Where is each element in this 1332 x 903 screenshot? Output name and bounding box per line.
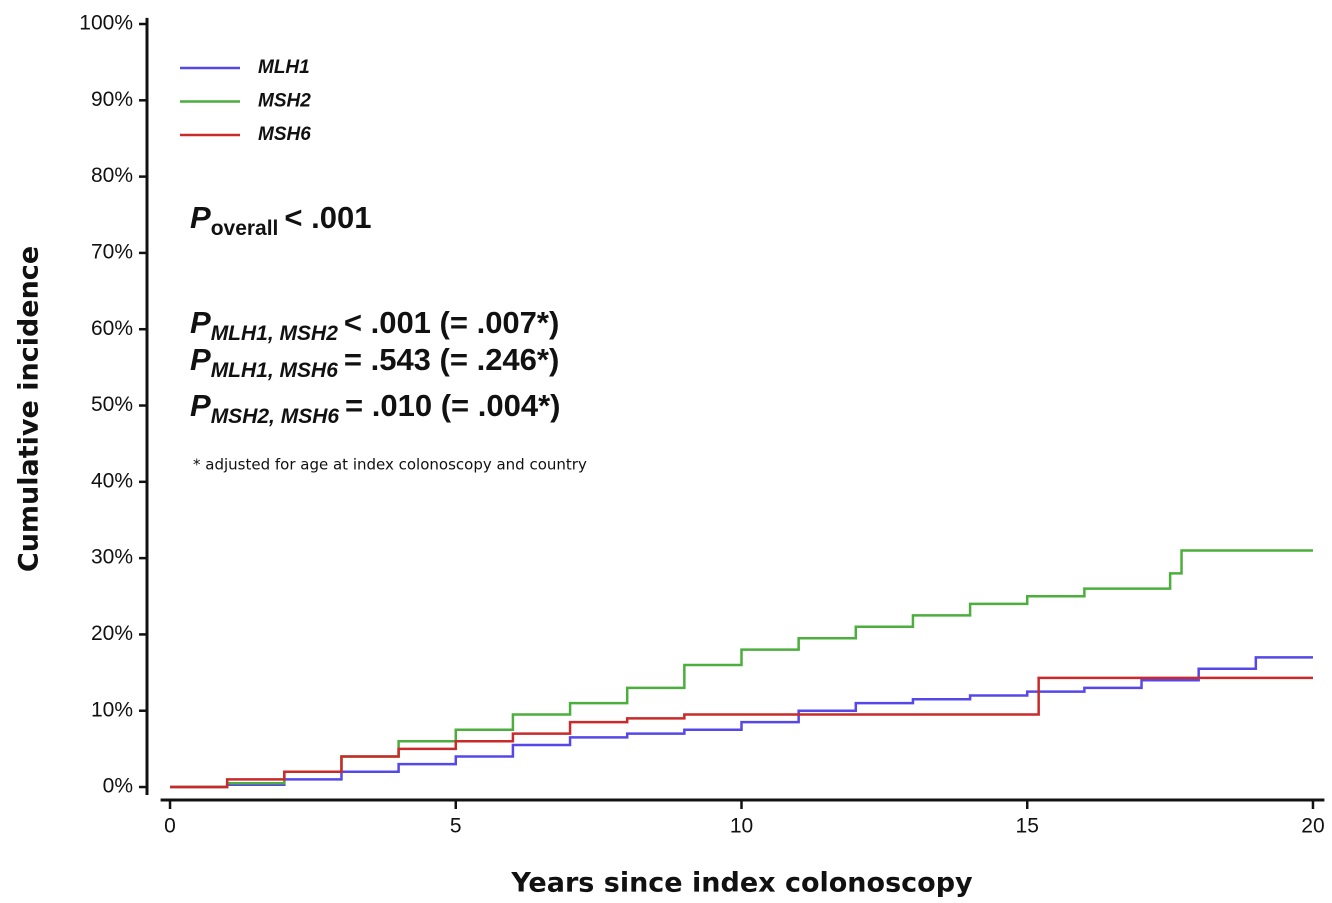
y-tick-label: 40% [91, 469, 133, 492]
legend-label: MSH2 [258, 91, 311, 112]
p-symbol: P [190, 388, 211, 423]
x-axis-title: Years since index colonoscopy [510, 868, 973, 899]
p-symbol: P [190, 342, 211, 377]
x-tick-label: 5 [450, 815, 462, 838]
footnote: * adjusted for age at index colonoscopy … [193, 456, 587, 474]
p-value: PMLH1, MSH6 = .543 (= .246*) [190, 342, 559, 381]
p-symbol: P [190, 305, 211, 340]
p-text: < .001 (= .007*) [344, 305, 559, 340]
series-line [170, 676, 1313, 789]
x-tick-label: 20 [1301, 815, 1324, 838]
y-tick-label: 30% [91, 546, 133, 569]
y-tick-label: 10% [91, 698, 133, 721]
legend-label: MLH1 [258, 57, 310, 78]
p-text: = .010 (= .004*) [345, 388, 560, 423]
x-tick-label: 0 [164, 815, 176, 838]
p-text: = .543 (= .246*) [344, 342, 559, 377]
p-symbol: P [190, 200, 211, 235]
p-text: < .001 [284, 200, 371, 235]
p-value: PMSH2, MSH6 = .010 (= .004*) [190, 388, 560, 427]
legend-label: MSH6 [258, 124, 311, 145]
p-subscript: MLH1, MSH2 [211, 322, 339, 345]
y-tick-label: 80% [91, 164, 133, 187]
series-line [170, 549, 1313, 789]
p-subscript: overall [211, 217, 279, 240]
p-subscript: MLH1, MSH6 [211, 359, 339, 382]
y-tick-label: 60% [91, 317, 133, 340]
y-tick-label: 70% [91, 240, 133, 263]
y-tick-label: 20% [91, 622, 133, 645]
p-subscript: MSH2, MSH6 [211, 405, 340, 428]
x-tick-label: 15 [1016, 815, 1039, 838]
y-tick-label: 0% [103, 775, 133, 798]
x-tick-label: 10 [730, 815, 753, 838]
p-value: Poverall < .001 [190, 200, 371, 239]
y-tick-label: 100% [79, 12, 133, 35]
y-tick-label: 90% [91, 88, 133, 111]
y-axis-title: Cumulative incidence [14, 246, 45, 572]
p-value: PMLH1, MSH2 < .001 (= .007*) [190, 305, 559, 344]
y-tick-label: 50% [91, 393, 133, 416]
series-line [170, 656, 1313, 789]
